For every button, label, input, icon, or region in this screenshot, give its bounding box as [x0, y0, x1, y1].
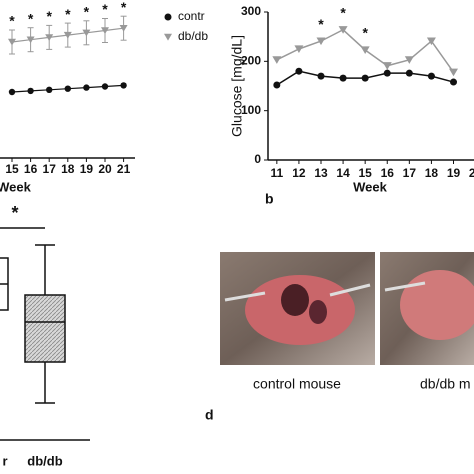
significance: *: [340, 4, 346, 20]
marker: [119, 25, 128, 32]
legend-marker: [164, 33, 172, 41]
marker: [382, 62, 392, 70]
significance: *: [46, 8, 52, 24]
x-tick-label: 15: [5, 162, 19, 176]
significance: *: [11, 203, 18, 223]
y-tick-label: 200: [241, 54, 261, 68]
caption: db/db m: [420, 376, 471, 392]
marker: [101, 83, 109, 90]
marker: [26, 36, 35, 44]
y-tick-label: 300: [241, 4, 261, 18]
legend-marker: [164, 13, 172, 21]
x-tick-label: 21: [117, 162, 131, 176]
marker: [46, 86, 53, 94]
x-tick-label: 16: [381, 166, 395, 180]
marker: [404, 56, 414, 64]
marker: [316, 37, 326, 46]
marker: [294, 45, 304, 54]
significance: *: [28, 10, 34, 26]
marker: [383, 69, 391, 77]
legend-label: db/db: [178, 29, 208, 43]
marker: [8, 38, 16, 46]
x-tick-label: 18: [425, 166, 439, 180]
marker: [273, 81, 281, 89]
x-tick-label: 13: [314, 166, 328, 180]
marker: [317, 72, 325, 80]
x-tick-label: 19: [80, 162, 94, 176]
significance: *: [362, 25, 368, 41]
photo: [380, 252, 474, 365]
x-tick-label: 14: [336, 166, 350, 180]
marker: [120, 82, 127, 89]
marker: [339, 74, 347, 82]
x-tick-label: 19: [447, 166, 461, 180]
marker: [272, 56, 282, 64]
x-tick-label: 18: [61, 162, 75, 176]
y-tick-label: 0: [254, 152, 261, 166]
y-tick-label: 100: [241, 103, 261, 117]
marker: [405, 69, 413, 77]
photo: [220, 252, 375, 365]
legend-label: contr: [178, 9, 205, 23]
category-label: db/db: [27, 453, 62, 468]
x-tick-label: 20: [98, 162, 112, 176]
significance: *: [121, 0, 127, 15]
marker: [449, 68, 458, 77]
x-tick-label: 17: [403, 166, 417, 180]
significance: *: [102, 1, 108, 17]
boxplot: [0, 227, 90, 441]
x-tick-label: 11: [270, 166, 283, 180]
category-label: r: [2, 453, 7, 468]
marker: [338, 26, 348, 34]
panel-label: b: [265, 191, 274, 207]
axis-label: Glucose [mg/dL]: [229, 35, 245, 137]
significance: *: [84, 4, 90, 20]
marker: [450, 78, 457, 86]
marker: [360, 46, 370, 55]
marker: [82, 29, 91, 37]
marker: [361, 74, 369, 82]
x-tick-label: 20: [469, 166, 474, 180]
axis-label: Week: [0, 179, 32, 194]
axis-label: Week: [353, 179, 387, 194]
significance: *: [65, 6, 71, 22]
marker: [45, 34, 54, 41]
marker: [27, 87, 34, 95]
marker: [427, 72, 435, 80]
x-tick-label: 12: [292, 166, 306, 180]
marker: [8, 88, 16, 96]
x-tick-label: 15: [358, 166, 372, 180]
marker: [63, 31, 72, 39]
marker: [295, 67, 303, 75]
panel-label: d: [205, 407, 214, 423]
caption: control mouse: [253, 376, 341, 392]
marker: [426, 37, 436, 46]
x-tick-label: 17: [43, 162, 57, 176]
significance: *: [9, 13, 15, 29]
marker: [64, 85, 72, 92]
marker: [101, 27, 109, 35]
marker: [83, 84, 90, 91]
x-tick-label: 16: [24, 162, 38, 176]
significance: *: [318, 16, 324, 32]
